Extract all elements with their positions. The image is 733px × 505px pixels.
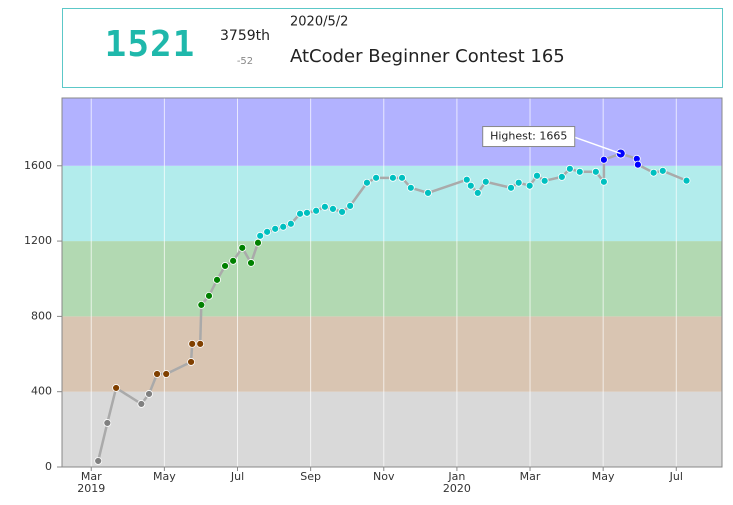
rating-point (649, 168, 658, 177)
rating-point (137, 400, 146, 408)
rating-point (363, 178, 371, 187)
rating-point (162, 370, 171, 378)
rating-band (62, 241, 722, 317)
rating-point (599, 155, 608, 164)
rating-point (514, 178, 523, 187)
rating-band (62, 391, 722, 467)
rating-point (462, 175, 471, 184)
rating-point (296, 209, 304, 218)
rating-point (575, 167, 584, 176)
rating-point (599, 177, 608, 186)
rating-point (591, 167, 600, 176)
x-tick-label: Jan 2020 (443, 470, 471, 495)
rating-point (473, 188, 482, 197)
rating-band (62, 98, 722, 166)
plot-frame (61, 97, 723, 468)
y-tick-label: 1600 (24, 159, 52, 172)
rating-point (197, 301, 206, 309)
rating-point (213, 275, 221, 284)
rating-point (153, 370, 161, 378)
rating-point (346, 201, 355, 210)
rating-point (286, 219, 295, 228)
rating-point (321, 202, 329, 211)
y-tick-label: 1200 (24, 234, 52, 247)
rating-point (389, 173, 397, 182)
contest-name: AtCoder Beginner Contest 165 (290, 46, 565, 67)
rating-point (221, 262, 229, 270)
rating-point (238, 243, 247, 252)
rating-point (103, 419, 112, 427)
rating-point (634, 160, 642, 169)
annotation-box (482, 126, 576, 148)
rating-point (406, 183, 415, 192)
annotation-leader (572, 135, 621, 155)
rating-point (557, 172, 566, 181)
rating-point (329, 204, 337, 213)
y-tick-label: 800 (31, 309, 52, 322)
x-tick-label: Sep (300, 470, 321, 483)
rating-point (94, 457, 103, 465)
rating-point (263, 227, 272, 236)
rating-diff: -52 (237, 56, 253, 67)
rating-point (540, 176, 549, 185)
rating-point (145, 390, 153, 398)
header-box (62, 8, 723, 88)
rating-point (254, 238, 262, 247)
rating-point (424, 188, 432, 197)
rating-point (338, 208, 346, 216)
rating-point (565, 164, 574, 173)
rating-point (682, 176, 691, 185)
rating-point (658, 166, 667, 175)
x-tick-label: May (153, 470, 176, 483)
x-tick-label: Mar 2019 (77, 470, 105, 495)
rating-point (303, 208, 311, 217)
rating-point (312, 206, 321, 215)
rating-point (398, 173, 406, 182)
rating-point (466, 181, 475, 190)
rating-point (507, 183, 515, 192)
rating-point (525, 181, 534, 190)
rating-point (187, 358, 195, 366)
rank: 3759th (220, 28, 270, 44)
x-tick-label: May (592, 470, 615, 483)
rating-band (62, 316, 722, 392)
rating-point (372, 173, 380, 182)
rating-point (112, 384, 121, 392)
rating-point (247, 259, 255, 267)
rating: 1521 (105, 24, 196, 65)
y-tick-label: 400 (31, 385, 52, 398)
rating-point (533, 171, 541, 180)
rating-point (205, 291, 213, 300)
y-tick-label: 0 (45, 460, 52, 473)
x-tick-label: Jul (230, 470, 244, 483)
rating-point (481, 177, 490, 186)
rating-point (271, 224, 280, 233)
contest-date: 2020/5/2 (290, 15, 348, 30)
x-tick-label: Jul (669, 470, 683, 483)
x-tick-label: Nov (373, 470, 395, 483)
rating-point (279, 222, 288, 231)
x-tick-label: Mar (520, 470, 541, 483)
rating-point (229, 256, 238, 265)
rating-point (256, 231, 265, 240)
rating-point (188, 339, 197, 348)
annotation: Highest: 1665 (490, 130, 567, 143)
rating-point (196, 339, 205, 348)
